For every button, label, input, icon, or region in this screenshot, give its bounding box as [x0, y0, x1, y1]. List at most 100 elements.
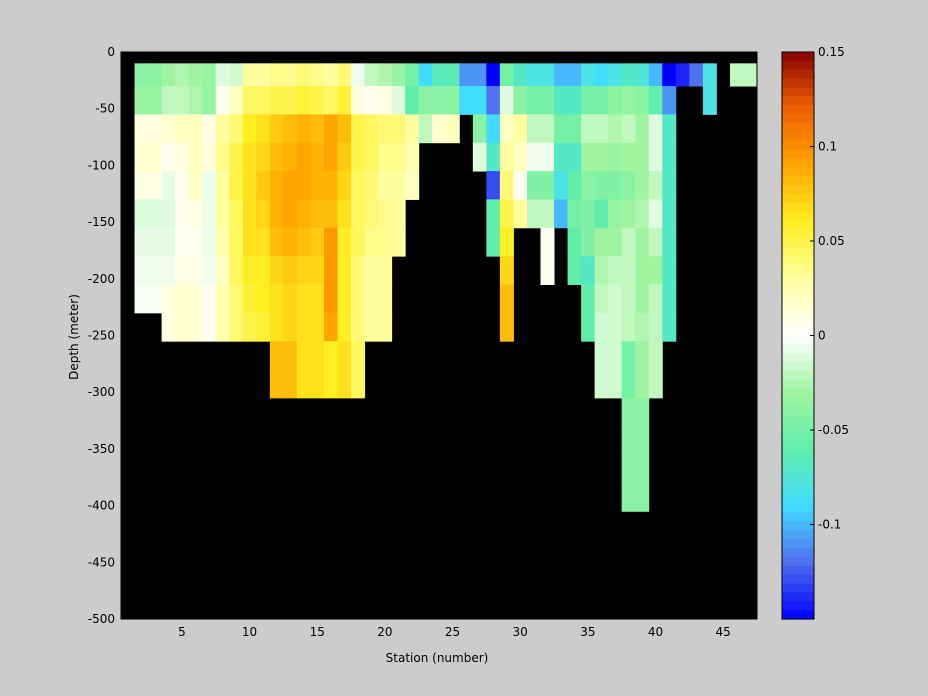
heatmap-cell — [269, 369, 284, 399]
colorbar-swatch — [782, 397, 814, 407]
heatmap-cell — [161, 86, 176, 115]
heatmap-cell — [594, 142, 609, 172]
heatmap-cell — [134, 86, 149, 115]
heatmap-cell — [310, 369, 325, 399]
heatmap-cell — [161, 114, 176, 144]
heatmap-cell — [499, 284, 514, 314]
heatmap-cell — [378, 312, 393, 342]
heatmap-cell — [621, 454, 636, 484]
heatmap-cell — [161, 312, 176, 342]
x-tick-label: 45 — [716, 625, 731, 639]
heatmap-cell — [378, 256, 393, 285]
heatmap-cell — [594, 114, 609, 144]
colorbar-swatch — [782, 220, 814, 230]
heatmap-cell — [405, 114, 420, 144]
heatmap-cell — [594, 227, 609, 257]
heatmap-cell — [554, 86, 569, 115]
heatmap-cell — [378, 284, 393, 314]
heatmap-cell — [459, 63, 474, 87]
colorbar-tick-label: 0.05 — [818, 234, 845, 248]
heatmap-cell — [472, 63, 487, 87]
heatmap-cell — [283, 142, 298, 172]
heatmap-cell — [296, 171, 311, 200]
heatmap-cell — [635, 142, 650, 172]
heatmap-cell — [499, 63, 514, 87]
colorbar-swatch — [782, 264, 814, 275]
heatmap-cell — [635, 454, 650, 484]
heatmap-cell — [242, 114, 257, 144]
heatmap-cell — [364, 256, 379, 285]
heatmap-cell — [608, 284, 623, 314]
heatmap-cell — [202, 199, 217, 229]
heatmap-cell — [486, 86, 501, 115]
heatmap-cell — [296, 86, 311, 115]
heatmap-cell — [337, 114, 352, 144]
heatmap-cell — [269, 256, 284, 285]
y-tick-label: -500 — [88, 612, 115, 626]
heatmap-cell — [283, 114, 298, 144]
heatmap-cell — [188, 312, 203, 342]
colorbar-swatch — [782, 610, 814, 620]
heatmap-cell — [729, 63, 744, 87]
heatmap-cell — [594, 312, 609, 342]
colorbar-swatch — [782, 282, 814, 292]
heatmap-cell — [567, 63, 582, 87]
heatmap-cell — [445, 114, 460, 144]
heatmap-cell — [134, 227, 149, 257]
heatmap-cell — [621, 199, 636, 229]
colorbar-swatch — [782, 246, 814, 257]
colorbar-swatch — [782, 574, 814, 585]
y-tick-label: -350 — [88, 442, 115, 456]
heatmap-cell — [608, 312, 623, 342]
colorbar-swatch — [782, 601, 814, 611]
colorbar-swatch — [782, 406, 814, 416]
heatmap-cell — [364, 312, 379, 342]
heatmap-cell — [486, 114, 501, 144]
heatmap-cell — [215, 199, 230, 229]
heatmap-cell — [581, 284, 596, 314]
colorbar-swatch — [782, 60, 814, 71]
heatmap-cell — [269, 86, 284, 115]
heatmap-cell — [486, 227, 501, 257]
heatmap-cell — [621, 426, 636, 456]
heatmap-cell — [391, 86, 406, 115]
y-tick-label: -250 — [88, 329, 115, 343]
heatmap-cell — [364, 86, 379, 115]
heatmap-cell — [554, 142, 569, 172]
heatmap-cell — [364, 284, 379, 314]
heatmap-cell — [310, 86, 325, 115]
heatmap-cell — [405, 86, 420, 115]
heatmap-cell — [188, 171, 203, 200]
heatmap-cell — [581, 171, 596, 200]
heatmap-cell — [269, 312, 284, 342]
colorbar-swatch — [782, 96, 814, 106]
y-tick-label: 0 — [107, 45, 115, 59]
heatmap-cell — [445, 86, 460, 115]
heatmap-cell — [351, 256, 366, 285]
heatmap-cell — [513, 114, 528, 144]
heatmap-cell — [364, 142, 379, 172]
y-tick-label: -100 — [88, 158, 115, 172]
heatmap-cell — [175, 284, 190, 314]
heatmap-cell — [310, 341, 325, 371]
heatmap-cell — [242, 256, 257, 285]
heatmap-cell — [675, 63, 690, 87]
heatmap-cell — [486, 63, 501, 87]
colorbar-swatch — [782, 344, 814, 354]
heatmap-cell — [621, 86, 636, 115]
heatmap-cell — [648, 171, 663, 200]
heatmap-cell — [621, 482, 636, 512]
heatmap-cell — [526, 199, 541, 229]
heatmap-cell — [134, 142, 149, 172]
colorbar-swatch — [782, 503, 814, 514]
heatmap-cell — [648, 284, 663, 314]
heatmap-cell — [378, 63, 393, 87]
heatmap-cell — [202, 256, 217, 285]
heatmap-cell — [148, 284, 163, 314]
heatmap-cell — [175, 256, 190, 285]
heatmap-cell — [229, 114, 244, 144]
heatmap-cell — [405, 63, 420, 87]
heatmap-cell — [486, 171, 501, 200]
heatmap-cell — [202, 142, 217, 172]
heatmap-cell — [161, 256, 176, 285]
